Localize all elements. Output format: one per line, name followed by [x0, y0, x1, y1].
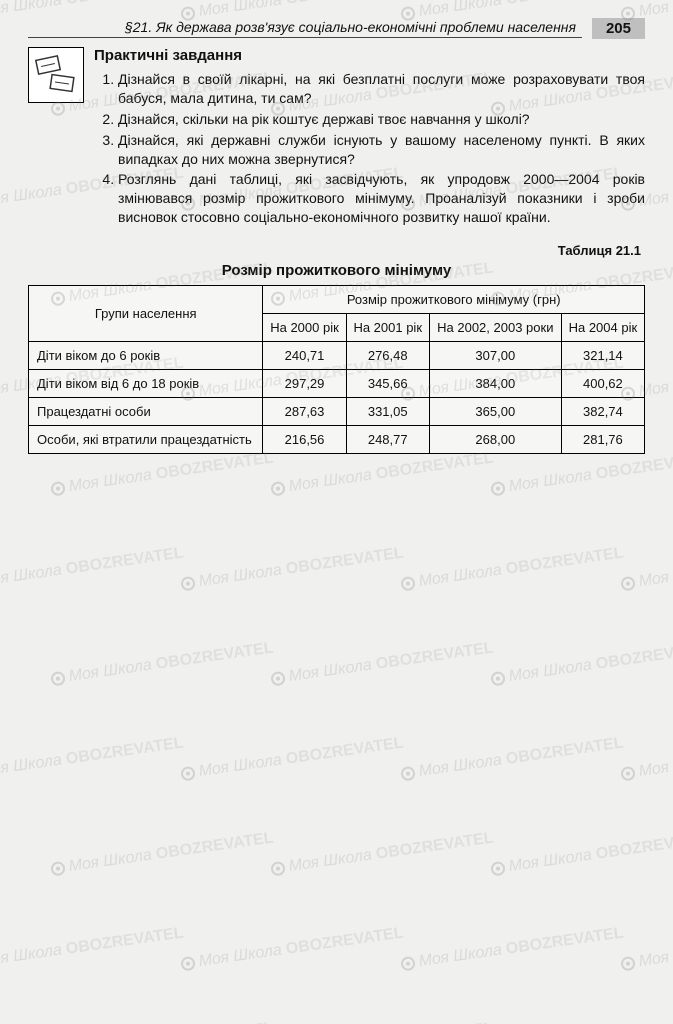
column-super-header: Розмір прожиткового мінімуму (грн) — [263, 286, 645, 314]
cell: 276,48 — [346, 342, 429, 370]
cell: 331,05 — [346, 398, 429, 426]
list-item: Дізнайся, які державні служби існують у … — [118, 131, 645, 169]
row-label: Особи, які втратили працездатність — [29, 426, 263, 454]
watermark-text: Моя Школа OBOZREVATEL — [0, 544, 185, 593]
cell: 321,14 — [561, 342, 644, 370]
table-row: Працездатні особи 287,63 331,05 365,00 3… — [29, 398, 645, 426]
row-label: Діти віком від 6 до 18 років — [29, 370, 263, 398]
cell: 365,00 — [429, 398, 561, 426]
watermark-text: Моя Школа OBOZREVATEL — [50, 449, 275, 498]
watermark-text: Моя Школа OBOZREVATEL — [50, 829, 275, 878]
watermark-text: Моя Школа OBOZREVATEL — [50, 1019, 275, 1024]
list-item: Дізнайся в своїй лікарні, на які безплат… — [118, 70, 645, 108]
watermark-text: Моя Школа OBOZREVATEL — [400, 544, 625, 593]
watermark-text: Моя Школа OBOZREVATEL — [270, 639, 495, 688]
watermark-text: Моя Школа OBOZREVATEL — [490, 449, 673, 498]
cell: 287,63 — [263, 398, 346, 426]
chapter-title: §21. Як держава розв'язує соціально-екон… — [28, 19, 582, 38]
table-label: Таблиця 21.1 — [28, 243, 645, 258]
table-row: Діти віком до 6 років 240,71 276,48 307,… — [29, 342, 645, 370]
column-header: На 2001 рік — [346, 314, 429, 342]
cell: 281,76 — [561, 426, 644, 454]
cell: 384,00 — [429, 370, 561, 398]
column-header: На 2004 рік — [561, 314, 644, 342]
watermark-text: Моя Школа OBOZREVATEL — [50, 639, 275, 688]
watermark-text: Моя Школа OBOZREVATEL — [270, 829, 495, 878]
watermark-text: Моя Школа OBOZREVATEL — [490, 1019, 673, 1024]
watermark-text: Моя Школа OBOZREVATEL — [270, 1019, 495, 1024]
watermark-text: Моя Школа OBOZREVATEL — [180, 544, 405, 593]
cell: 345,66 — [346, 370, 429, 398]
watermark-text: Моя Школа OBOZREVATEL — [270, 449, 495, 498]
list-item: Дізнайся, скільки на рік коштує державі … — [118, 110, 645, 129]
data-table: Групи населення Розмір прожиткового міні… — [28, 285, 645, 454]
cell: 297,29 — [263, 370, 346, 398]
watermark-text: Моя Школа OBOZREVATEL — [620, 924, 673, 973]
table-row: Особи, які втратили працездатність 216,5… — [29, 426, 645, 454]
cell: 216,56 — [263, 426, 346, 454]
cell: 248,77 — [346, 426, 429, 454]
table-row: Діти віком від 6 до 18 років 297,29 345,… — [29, 370, 645, 398]
row-header: Групи населення — [29, 286, 263, 342]
task-list: Дізнайся в своїй лікарні, на які безплат… — [94, 70, 645, 227]
cell: 400,62 — [561, 370, 644, 398]
cell: 268,00 — [429, 426, 561, 454]
watermark-text: Моя Школа OBOZREVATEL — [620, 544, 673, 593]
cell: 307,00 — [429, 342, 561, 370]
column-header: На 2002, 2003 роки — [429, 314, 561, 342]
watermark-text: Моя Школа OBOZREVATEL — [490, 829, 673, 878]
cell: 382,74 — [561, 398, 644, 426]
row-label: Працездатні особи — [29, 398, 263, 426]
watermark-text: Моя Школа OBOZREVATEL — [400, 924, 625, 973]
watermark-text: Моя Школа OBOZREVATEL — [0, 924, 185, 973]
watermark-text: Моя Школа OBOZREVATEL — [490, 639, 673, 688]
page-number: 205 — [592, 18, 645, 39]
watermark-text: Моя Школа OBOZREVATEL — [620, 734, 673, 783]
row-label: Діти віком до 6 років — [29, 342, 263, 370]
list-item: Розглянь дані таблиці, які засвідчують, … — [118, 170, 645, 227]
watermark-text: Моя Школа OBOZREVATEL — [180, 924, 405, 973]
watermark-text: Моя Школа OBOZREVATEL — [180, 734, 405, 783]
column-header: На 2000 рік — [263, 314, 346, 342]
section-heading: Практичні завдання — [94, 47, 645, 64]
tasks-icon — [28, 47, 84, 103]
table-title: Розмір прожиткового мінімуму — [28, 262, 645, 279]
watermark-text: Моя Школа OBOZREVATEL — [0, 734, 185, 783]
watermark-text: Моя Школа OBOZREVATEL — [400, 734, 625, 783]
cell: 240,71 — [263, 342, 346, 370]
